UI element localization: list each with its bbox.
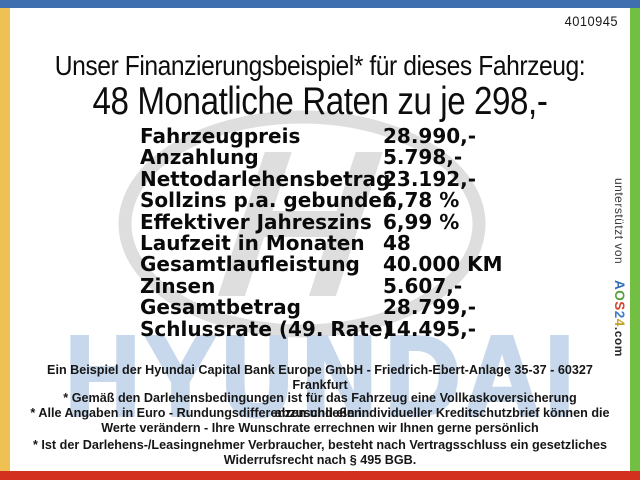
row-value: 28.990,- [383, 124, 477, 148]
monthly-rate-headline: 48 Monatliche Raten zu je 298,- [92, 80, 548, 123]
aos24-digit-4: 4 [612, 318, 627, 327]
hyundai-h-icon [118, 110, 486, 338]
table-row: Gesamtlaufleistung 40.000 KM [140, 252, 600, 277]
row-label: Gesamtlaufleistung [140, 252, 360, 277]
table-row: Schlussrate (49. Rate) 14.495,- [140, 316, 600, 341]
row-value: 5.607,- [383, 273, 463, 298]
finance-table: Fahrzeugpreis 28.990,- Anzahlung 5.798,- Net… [140, 124, 600, 341]
page-title: Unser Finanzierungsbeispiel* für dieses … [54, 50, 586, 81]
row-value: 6,99 % [383, 209, 460, 234]
table-row: Sollzins p.a. gebunden 6,78 % [140, 188, 600, 213]
aos24-logo: AOS24 [612, 280, 627, 327]
aos24-letter-a: A [612, 280, 627, 291]
left-border-bar [0, 8, 10, 471]
row-label: Gesamtbetrag [140, 295, 301, 320]
table-row: Nettodarlehensbetrag 23.192,- [140, 166, 600, 191]
row-label: Schlussrate (49. Rate) [140, 316, 392, 341]
row-value: 6,78 % [383, 188, 460, 213]
row-value: 28.799,- [383, 295, 477, 320]
euro-values-disclaimer: * Alle Angaben in Euro - Rundungsdiffere… [30, 405, 610, 435]
row-value: 40.000 KM [383, 252, 503, 277]
aos24-domain-suffix: .com [612, 326, 626, 357]
aos24-digit-2: 2 [612, 310, 627, 319]
aos24-letter-o: O [612, 290, 627, 302]
row-label: Sollzins p.a. gebunden [140, 188, 397, 213]
withdrawal-disclaimer: * Ist der Darlehens-/Leasingnehmer Verbr… [33, 437, 607, 467]
row-label: Laufzeit in Monaten [140, 231, 365, 256]
row-label: Zinsen [140, 273, 216, 298]
hyundai-logo-watermark [112, 108, 492, 340]
table-row: Gesamtbetrag 28.799,- [140, 295, 600, 320]
table-row: Fahrzeugpreis 28.990,- [140, 124, 600, 148]
row-value: 23.192,- [383, 166, 477, 191]
supported-by-label: unterstützt von [612, 178, 626, 265]
row-value: 5.798,- [383, 145, 463, 170]
supported-by-sidebar: unterstützt von AOS24.com [612, 178, 627, 357]
top-border-bar [0, 0, 640, 8]
insurance-disclaimer: * Gemäß den Darlehensbedingungen ist für… [63, 390, 577, 420]
row-value: 14.495,- [383, 316, 477, 341]
document-number: 4010945 [564, 13, 618, 29]
bank-address-line: Ein Beispiel der Hyundai Capital Bank Eu… [47, 362, 593, 392]
row-value: 48 [383, 231, 411, 256]
table-row: Laufzeit in Monaten 48 [140, 231, 600, 256]
row-label: Anzahlung [140, 145, 259, 170]
row-label: Nettodarlehensbetrag [140, 166, 391, 191]
table-row: Anzahlung 5.798,- [140, 145, 600, 170]
hyundai-wordmark-watermark: HYUNDAI [61, 314, 579, 444]
aos24-letter-s: S [612, 301, 627, 311]
table-row: Zinsen 5.607,- [140, 273, 600, 298]
table-row: Effektiver Jahreszins 6,99 % [140, 209, 600, 234]
row-label: Effektiver Jahreszins [140, 209, 372, 234]
bottom-border-bar [0, 471, 640, 480]
row-label: Fahrzeugpreis [140, 124, 301, 148]
right-border-bar [630, 8, 640, 471]
